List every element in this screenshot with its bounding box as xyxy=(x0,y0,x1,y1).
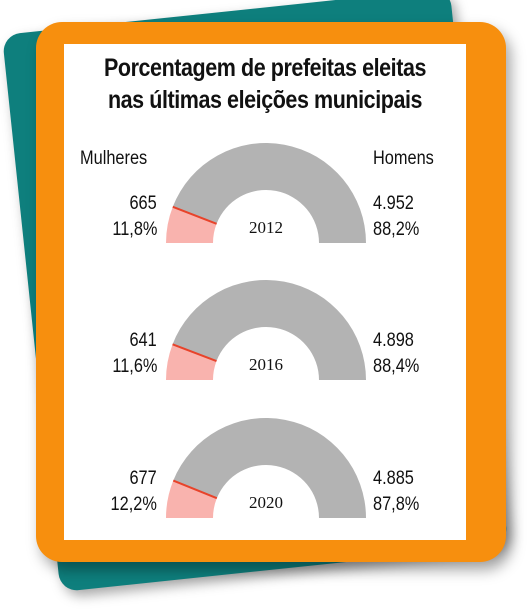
men-count-2012: 4.952 xyxy=(373,193,414,214)
men-arc-2012 xyxy=(172,143,366,243)
divider-2020 xyxy=(172,479,218,500)
men-pct-2016: 88,4% xyxy=(373,356,420,377)
divider-2016 xyxy=(172,343,217,363)
divider-2012 xyxy=(172,205,217,225)
legend-men: Homens xyxy=(373,148,434,169)
title-line-1: Porcentagem de prefeitas eleitas xyxy=(103,54,427,82)
women-pct-2016: 11,6% xyxy=(111,356,157,377)
title-line-2: nas últimas eleições municipais xyxy=(107,86,423,114)
women-pct-2012: 11,8% xyxy=(111,219,157,240)
men-pct-2020: 87,8% xyxy=(373,494,420,515)
year-label-2020: 2020 xyxy=(249,493,283,512)
women-count-2012: 665 xyxy=(129,193,157,214)
women-arc-2012 xyxy=(166,206,217,243)
legend-women: Mulheres xyxy=(80,148,148,169)
men-count-2020: 4.885 xyxy=(373,468,414,489)
women-count-2020: 677 xyxy=(129,468,157,489)
title: Porcentagem de prefeitas eleitas nas últ… xyxy=(64,44,466,124)
chart-2012: 2012 xyxy=(166,143,366,243)
men-count-2016: 4.898 xyxy=(373,330,414,351)
year-label-2012: 2012 xyxy=(249,218,283,237)
women-count-2016: 641 xyxy=(129,330,157,351)
chart-2020: 2020 xyxy=(166,417,366,518)
men-pct-2012: 88,2% xyxy=(373,219,420,240)
women-arc-2016 xyxy=(166,344,217,380)
men-arc-2020 xyxy=(173,417,366,518)
women-arc-2020 xyxy=(166,480,217,518)
chart-2016: 2016 xyxy=(166,280,366,380)
women-pct-2020: 12,2% xyxy=(110,494,157,515)
men-arc-2016 xyxy=(172,280,366,380)
year-label-2016: 2016 xyxy=(249,355,283,374)
